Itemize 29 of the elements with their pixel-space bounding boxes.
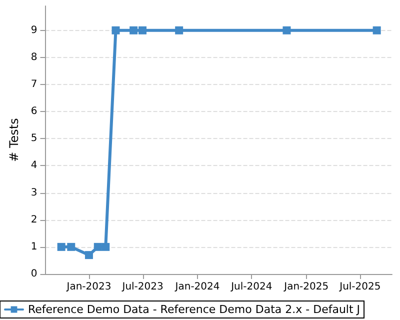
y-tick-label: 7 <box>30 79 38 90</box>
point <box>112 26 120 34</box>
y-tick-label: 6 <box>30 106 38 118</box>
x-tick-label: Jul-2024 <box>230 282 272 292</box>
point <box>102 242 110 251</box>
y-tick-label: 5 <box>30 133 38 144</box>
point <box>138 26 147 34</box>
y-tick-label: 8 <box>30 52 38 63</box>
x-tick-label: Jan-2023 <box>66 282 112 292</box>
point <box>372 26 381 34</box>
x-tick-label: Jan-2025 <box>283 282 329 292</box>
y-tick-label: 0 <box>30 268 38 280</box>
point <box>175 26 184 34</box>
point <box>67 242 76 251</box>
y-axis-title: # Tests <box>7 118 21 162</box>
y-tick-label: 4 <box>30 160 38 172</box>
point <box>94 242 102 251</box>
point <box>57 242 66 251</box>
point <box>130 26 138 34</box>
x-tick-label: Jan-2024 <box>174 282 220 292</box>
legend-label: Reference Demo Data - Reference Demo Data 2.x - Default J <box>28 303 360 316</box>
y-tick-label: 3 <box>30 187 38 198</box>
x-tick-label: Jul-2025 <box>338 282 381 292</box>
point <box>84 251 93 260</box>
point <box>282 26 291 34</box>
y-tick-label: 1 <box>30 241 38 252</box>
y-tick-label: 2 <box>30 214 38 226</box>
y-tick-label: 9 <box>30 24 38 36</box>
x-tick-label: Jul-2023 <box>121 282 164 292</box>
